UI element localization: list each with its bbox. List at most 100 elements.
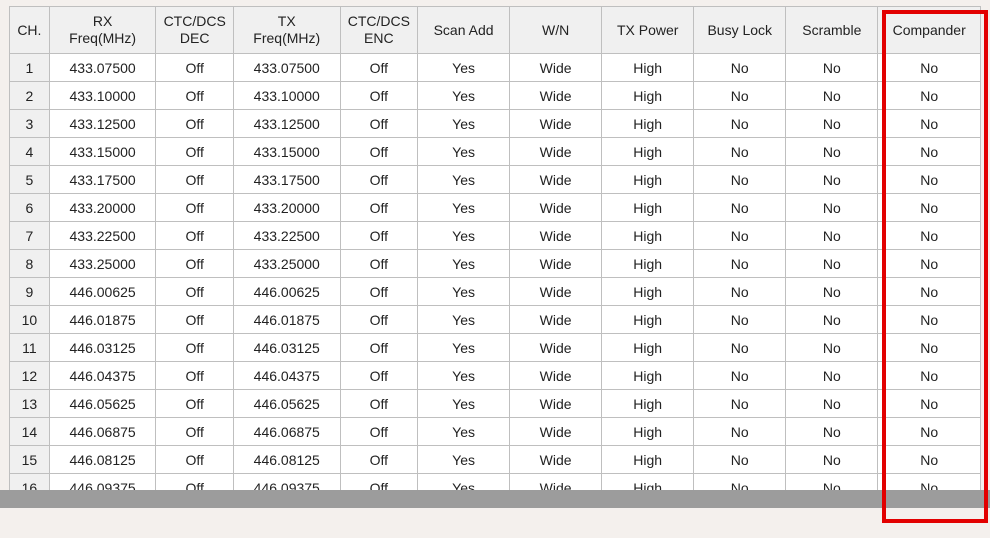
cell-rx[interactable]: 446.00625 — [49, 278, 156, 306]
cell-rx[interactable]: 433.25000 — [49, 250, 156, 278]
table-row[interactable]: 11446.03125Off446.03125OffYesWideHighNoN… — [10, 334, 981, 362]
cell-wn[interactable]: Wide — [510, 110, 602, 138]
cell-wn[interactable]: Wide — [510, 166, 602, 194]
cell-busy[interactable]: No — [694, 110, 786, 138]
cell-dec[interactable]: Off — [156, 82, 233, 110]
cell-enc[interactable]: Off — [340, 138, 417, 166]
cell-scan[interactable]: Yes — [418, 362, 510, 390]
col-rx[interactable]: RXFreq(MHz) — [49, 7, 156, 54]
cell-comp[interactable]: No — [878, 390, 981, 418]
table-row[interactable]: 6433.20000Off433.20000OffYesWideHighNoNo… — [10, 194, 981, 222]
cell-scr[interactable]: No — [786, 82, 878, 110]
cell-enc[interactable]: Off — [340, 278, 417, 306]
cell-scan[interactable]: Yes — [418, 194, 510, 222]
cell-comp[interactable]: No — [878, 138, 981, 166]
cell-comp[interactable]: No — [878, 54, 981, 82]
cell-scr[interactable]: No — [786, 362, 878, 390]
table-row[interactable]: 2433.10000Off433.10000OffYesWideHighNoNo… — [10, 82, 981, 110]
col-pow[interactable]: TX Power — [602, 7, 694, 54]
cell-ch[interactable]: 1 — [10, 54, 50, 82]
cell-scr[interactable]: No — [786, 138, 878, 166]
cell-busy[interactable]: No — [694, 362, 786, 390]
col-scan[interactable]: Scan Add — [418, 7, 510, 54]
cell-busy[interactable]: No — [694, 54, 786, 82]
cell-tx[interactable]: 446.05625 — [233, 390, 340, 418]
cell-pow[interactable]: High — [602, 222, 694, 250]
cell-wn[interactable]: Wide — [510, 334, 602, 362]
cell-tx[interactable]: 433.10000 — [233, 82, 340, 110]
cell-dec[interactable]: Off — [156, 306, 233, 334]
cell-scan[interactable]: Yes — [418, 250, 510, 278]
cell-comp[interactable]: No — [878, 306, 981, 334]
cell-rx[interactable]: 433.20000 — [49, 194, 156, 222]
cell-scan[interactable]: Yes — [418, 82, 510, 110]
cell-tx[interactable]: 446.03125 — [233, 334, 340, 362]
cell-enc[interactable]: Off — [340, 418, 417, 446]
cell-dec[interactable]: Off — [156, 362, 233, 390]
cell-dec[interactable]: Off — [156, 278, 233, 306]
cell-busy[interactable]: No — [694, 278, 786, 306]
cell-dec[interactable]: Off — [156, 250, 233, 278]
cell-comp[interactable]: No — [878, 166, 981, 194]
cell-rx[interactable]: 433.15000 — [49, 138, 156, 166]
cell-wn[interactable]: Wide — [510, 194, 602, 222]
cell-pow[interactable]: High — [602, 306, 694, 334]
cell-comp[interactable]: No — [878, 250, 981, 278]
cell-pow[interactable]: High — [602, 362, 694, 390]
col-busy[interactable]: Busy Lock — [694, 7, 786, 54]
channel-table[interactable]: CH. RXFreq(MHz) CTC/DCSDEC TXFreq(MHz) C… — [9, 6, 981, 502]
cell-enc[interactable]: Off — [340, 222, 417, 250]
cell-pow[interactable]: High — [602, 166, 694, 194]
cell-wn[interactable]: Wide — [510, 390, 602, 418]
cell-busy[interactable]: No — [694, 250, 786, 278]
col-dec[interactable]: CTC/DCSDEC — [156, 7, 233, 54]
table-row[interactable]: 1433.07500Off433.07500OffYesWideHighNoNo… — [10, 54, 981, 82]
cell-scan[interactable]: Yes — [418, 390, 510, 418]
cell-rx[interactable]: 433.10000 — [49, 82, 156, 110]
cell-wn[interactable]: Wide — [510, 418, 602, 446]
cell-ch[interactable]: 3 — [10, 110, 50, 138]
cell-scr[interactable]: No — [786, 110, 878, 138]
cell-tx[interactable]: 433.22500 — [233, 222, 340, 250]
cell-enc[interactable]: Off — [340, 362, 417, 390]
cell-wn[interactable]: Wide — [510, 54, 602, 82]
cell-dec[interactable]: Off — [156, 418, 233, 446]
cell-pow[interactable]: High — [602, 390, 694, 418]
cell-ch[interactable]: 12 — [10, 362, 50, 390]
cell-pow[interactable]: High — [602, 418, 694, 446]
cell-ch[interactable]: 14 — [10, 418, 50, 446]
cell-pow[interactable]: High — [602, 278, 694, 306]
cell-ch[interactable]: 10 — [10, 306, 50, 334]
cell-enc[interactable]: Off — [340, 54, 417, 82]
col-comp[interactable]: Compander — [878, 7, 981, 54]
cell-ch[interactable]: 2 — [10, 82, 50, 110]
cell-comp[interactable]: No — [878, 82, 981, 110]
table-row[interactable]: 10446.01875Off446.01875OffYesWideHighNoN… — [10, 306, 981, 334]
cell-scr[interactable]: No — [786, 418, 878, 446]
cell-scr[interactable]: No — [786, 222, 878, 250]
cell-dec[interactable]: Off — [156, 54, 233, 82]
cell-pow[interactable]: High — [602, 138, 694, 166]
cell-comp[interactable]: No — [878, 278, 981, 306]
cell-comp[interactable]: No — [878, 418, 981, 446]
cell-wn[interactable]: Wide — [510, 446, 602, 474]
cell-ch[interactable]: 4 — [10, 138, 50, 166]
table-row[interactable]: 5433.17500Off433.17500OffYesWideHighNoNo… — [10, 166, 981, 194]
cell-busy[interactable]: No — [694, 306, 786, 334]
cell-busy[interactable]: No — [694, 390, 786, 418]
cell-rx[interactable]: 446.08125 — [49, 446, 156, 474]
table-row[interactable]: 7433.22500Off433.22500OffYesWideHighNoNo… — [10, 222, 981, 250]
cell-rx[interactable]: 433.17500 — [49, 166, 156, 194]
cell-enc[interactable]: Off — [340, 82, 417, 110]
cell-scan[interactable]: Yes — [418, 110, 510, 138]
cell-enc[interactable]: Off — [340, 390, 417, 418]
cell-scan[interactable]: Yes — [418, 166, 510, 194]
cell-scan[interactable]: Yes — [418, 138, 510, 166]
cell-rx[interactable]: 433.12500 — [49, 110, 156, 138]
cell-comp[interactable]: No — [878, 222, 981, 250]
cell-pow[interactable]: High — [602, 250, 694, 278]
cell-dec[interactable]: Off — [156, 166, 233, 194]
cell-tx[interactable]: 433.07500 — [233, 54, 340, 82]
cell-scr[interactable]: No — [786, 390, 878, 418]
cell-comp[interactable]: No — [878, 362, 981, 390]
